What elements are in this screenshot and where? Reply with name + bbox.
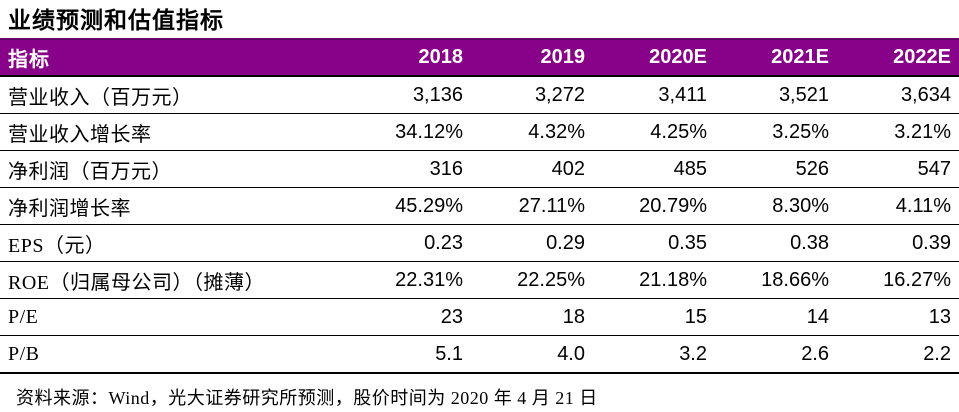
cell-value: 0.23 — [349, 224, 471, 262]
table-row-roe: ROE（归属母公司）（摊薄） 22.31% 22.25% 21.18% 18.6… — [0, 261, 959, 299]
header-row: 指标 2018 2019 2020E 2021E 2022E — [0, 38, 959, 77]
cell-value: 4.32% — [471, 113, 593, 151]
cell-value: 3.2 — [593, 335, 715, 374]
cell-value: 13 — [837, 298, 959, 336]
cell-value: 20.79% — [593, 187, 715, 225]
cell-value: 3,411 — [593, 76, 715, 114]
metrics-table: 指标 2018 2019 2020E 2021E 2022E 营业收入（百万元）… — [0, 38, 959, 374]
cell-value: 485 — [593, 150, 715, 188]
cell-value: 3,521 — [715, 76, 837, 114]
table-row-pb: P/B 5.1 4.0 3.2 2.6 2.2 — [0, 335, 959, 374]
cell-value: 18.66% — [715, 261, 837, 299]
cell-value: 3,136 — [349, 76, 471, 114]
table-row-revenue: 营业收入（百万元） 3,136 3,272 3,411 3,521 3,634 — [0, 76, 959, 114]
cell-value: 27.11% — [471, 187, 593, 225]
cell-value: 3,272 — [471, 76, 593, 114]
cell-value: 0.39 — [837, 224, 959, 262]
cell-value: 22.31% — [349, 261, 471, 299]
cell-value: 15 — [593, 298, 715, 336]
column-header-2022e: 2022E — [837, 38, 959, 77]
table-body: 营业收入（百万元） 3,136 3,272 3,411 3,521 3,634 … — [0, 76, 959, 374]
cell-value: 5.1 — [349, 335, 471, 374]
cell-value: 3,634 — [837, 76, 959, 114]
cell-value: 2.2 — [837, 335, 959, 374]
row-label: EPS（元） — [0, 224, 349, 262]
row-label: 净利润（百万元） — [0, 150, 349, 188]
row-label: 净利润增长率 — [0, 187, 349, 225]
row-label: P/B — [0, 335, 349, 374]
cell-value: 4.0 — [471, 335, 593, 374]
cell-value: 45.29% — [349, 187, 471, 225]
cell-value: 402 — [471, 150, 593, 188]
cell-value: 22.25% — [471, 261, 593, 299]
cell-value: 526 — [715, 150, 837, 188]
table-header: 指标 2018 2019 2020E 2021E 2022E — [0, 38, 959, 77]
table-row-net-profit-growth: 净利润增长率 45.29% 27.11% 20.79% 8.30% 4.11% — [0, 187, 959, 225]
cell-value: 0.29 — [471, 224, 593, 262]
table-row-pe: P/E 23 18 15 14 13 — [0, 298, 959, 336]
cell-value: 8.30% — [715, 187, 837, 225]
cell-value: 0.35 — [593, 224, 715, 262]
table-row-eps: EPS（元） 0.23 0.29 0.35 0.38 0.39 — [0, 224, 959, 262]
cell-value: 21.18% — [593, 261, 715, 299]
cell-value: 316 — [349, 150, 471, 188]
row-label: ROE（归属母公司）（摊薄） — [0, 261, 349, 299]
table-row-revenue-growth: 营业收入增长率 34.12% 4.32% 4.25% 3.25% 3.21% — [0, 113, 959, 151]
table-row-net-profit: 净利润（百万元） 316 402 485 526 547 — [0, 150, 959, 188]
cell-value: 23 — [349, 298, 471, 336]
column-header-2019: 2019 — [471, 38, 593, 77]
column-header-metric: 指标 — [0, 38, 349, 77]
cell-value: 16.27% — [837, 261, 959, 299]
cell-value: 3.21% — [837, 113, 959, 151]
row-label: 营业收入（百万元） — [0, 76, 349, 114]
cell-value: 34.12% — [349, 113, 471, 151]
column-header-2018: 2018 — [349, 38, 471, 77]
cell-value: 2.6 — [715, 335, 837, 374]
cell-value: 18 — [471, 298, 593, 336]
cell-value: 4.11% — [837, 187, 959, 225]
column-header-2020e: 2020E — [593, 38, 715, 77]
column-header-2021e: 2021E — [715, 38, 837, 77]
row-label: 营业收入增长率 — [0, 113, 349, 151]
cell-value: 0.38 — [715, 224, 837, 262]
row-label: P/E — [0, 298, 349, 336]
page-title: 业绩预测和估值指标 — [8, 8, 224, 33]
cell-value: 14 — [715, 298, 837, 336]
cell-value: 4.25% — [593, 113, 715, 151]
source-note: 资料来源：Wind，光大证券研究所预测，股价时间为 2020 年 4 月 21 … — [16, 388, 598, 408]
cell-value: 547 — [837, 150, 959, 188]
cell-value: 3.25% — [715, 113, 837, 151]
